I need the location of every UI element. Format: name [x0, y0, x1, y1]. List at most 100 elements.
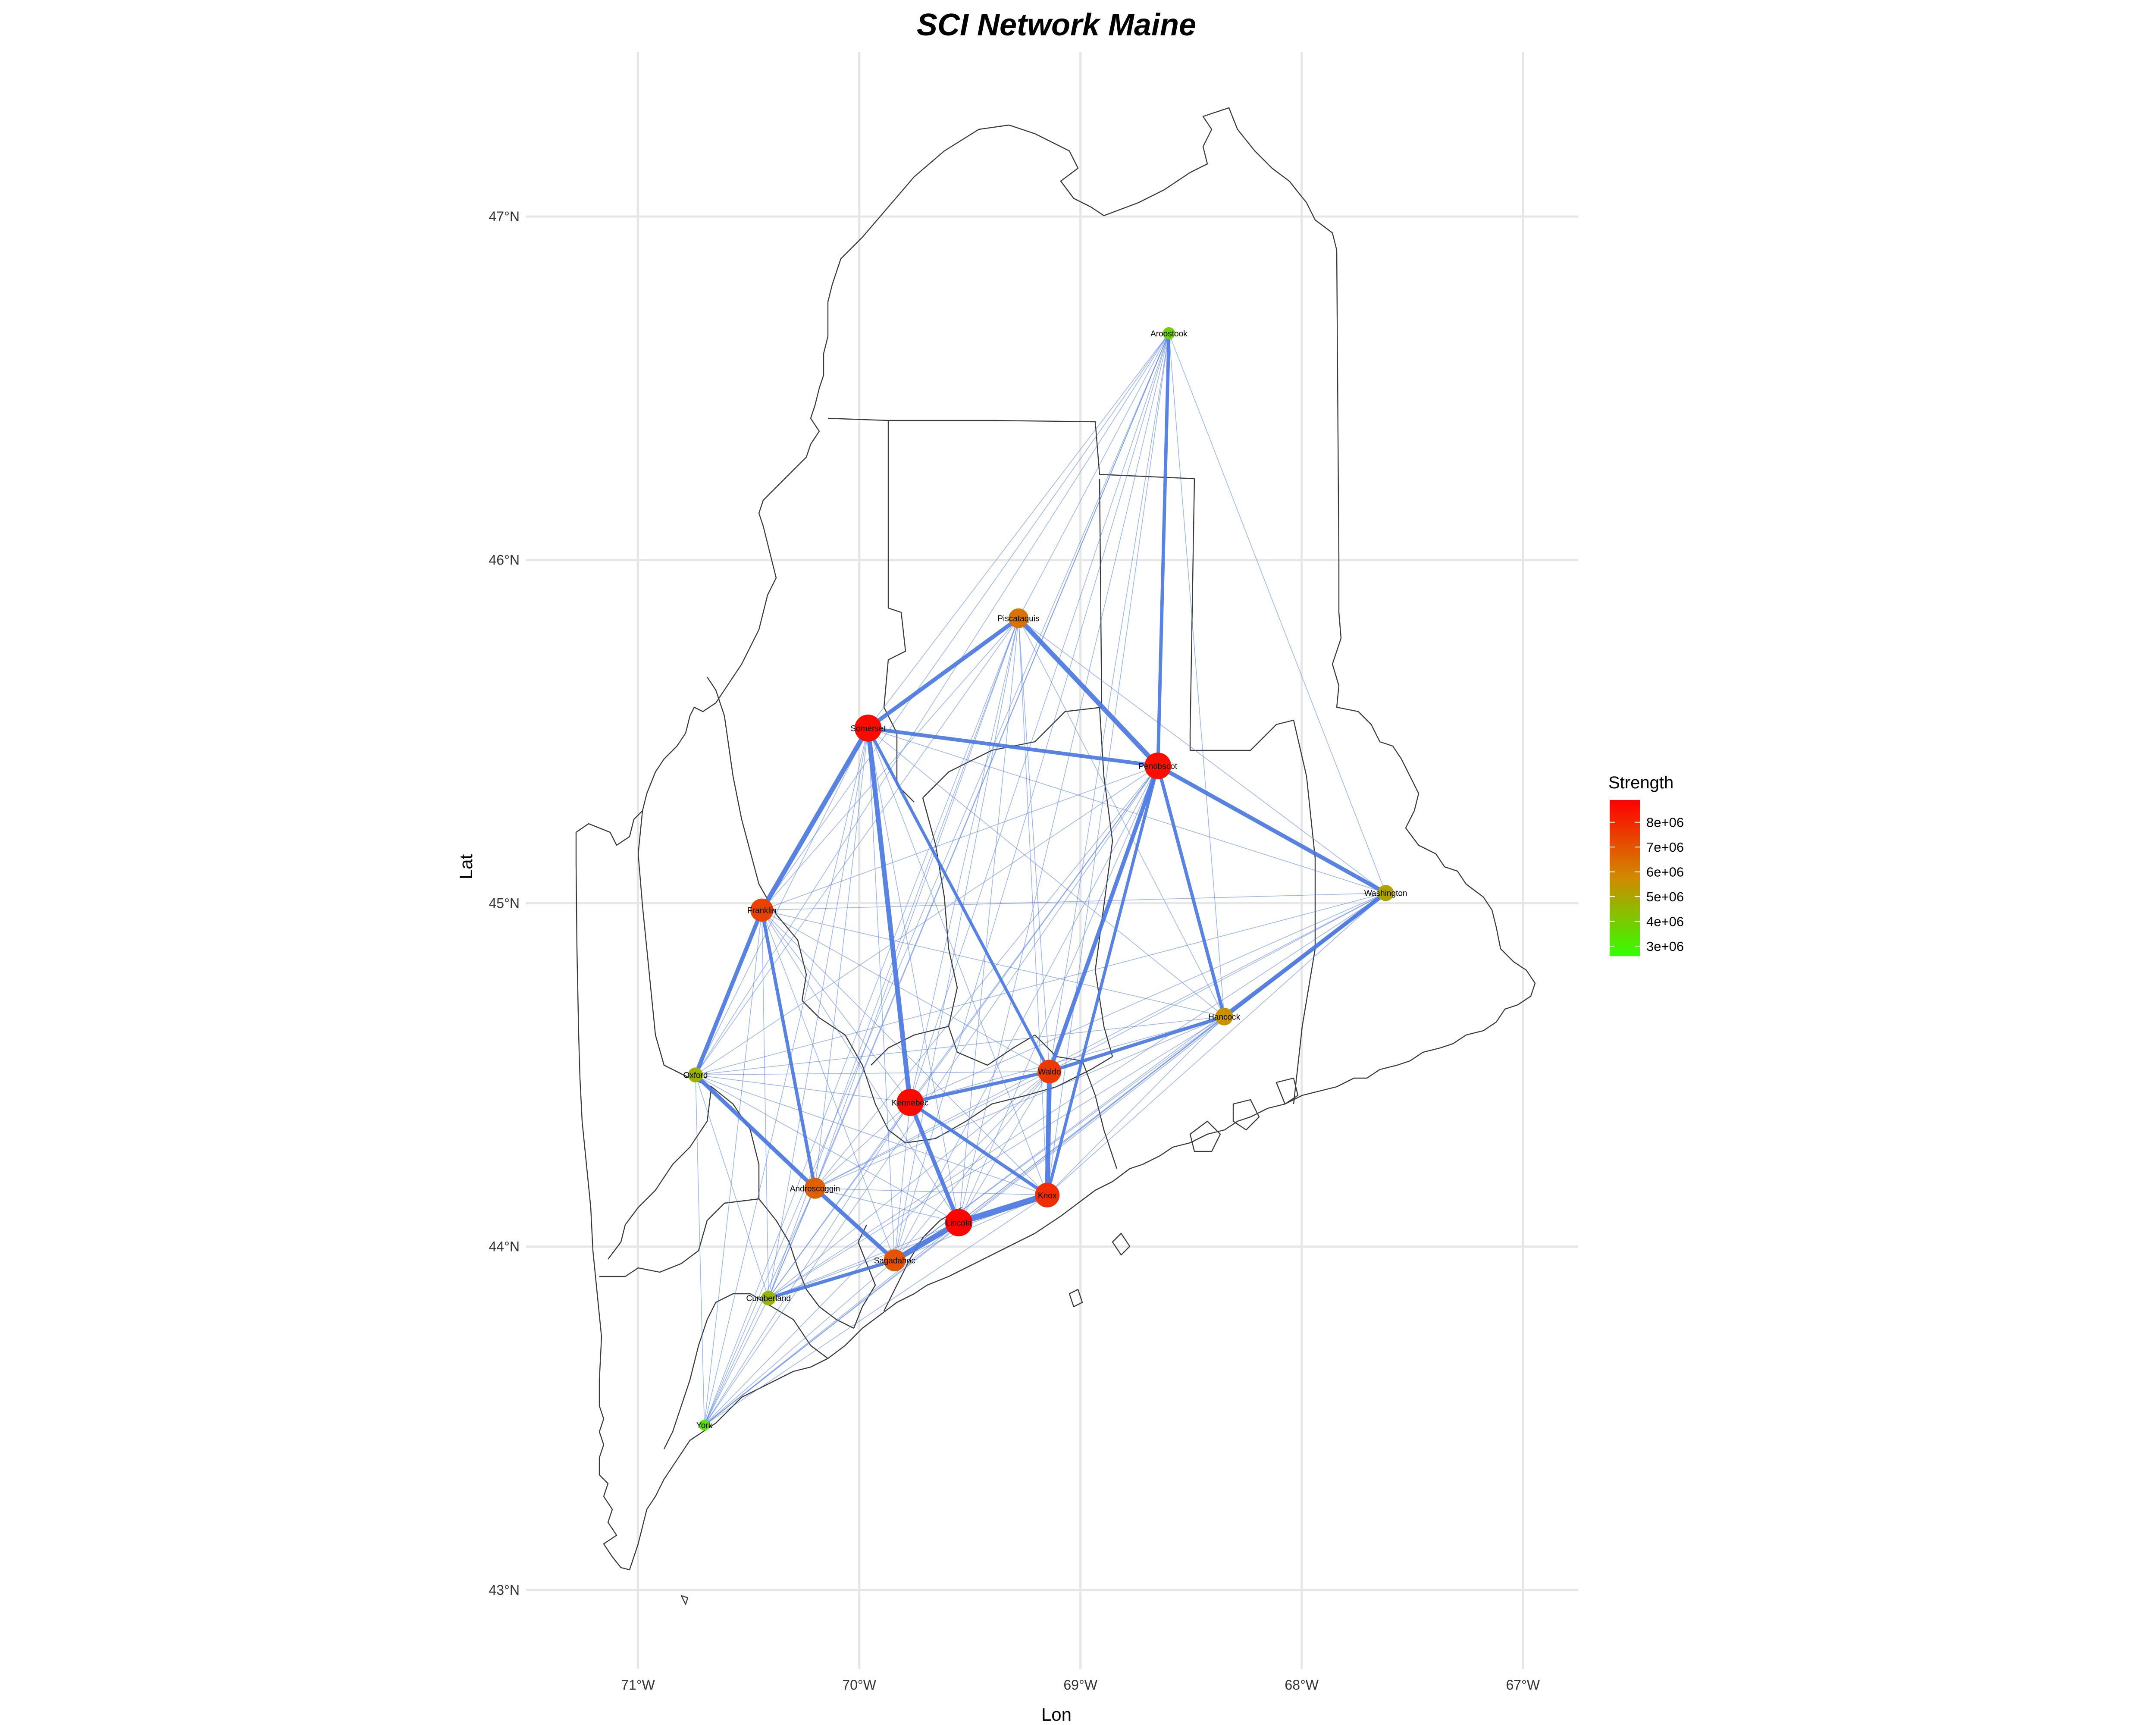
y-tick-label: 43°N: [489, 1582, 520, 1598]
network-edge-strong: [760, 908, 817, 1190]
network-edge: [695, 1074, 959, 1223]
y-tick-label: 44°N: [489, 1239, 520, 1255]
county-line: [758, 1198, 854, 1329]
island: [1232, 1099, 1260, 1131]
node-waldo: [1037, 1060, 1062, 1084]
network-edge: [868, 728, 1225, 1017]
county-line: [853, 1224, 876, 1329]
network-edge: [1018, 618, 1048, 1196]
island: [1112, 1233, 1131, 1256]
network-edges: [693, 331, 1388, 1426]
network-edge: [1047, 1016, 1225, 1196]
network-edge: [1018, 618, 1050, 1072]
network-edge: [704, 1188, 815, 1426]
network-edge: [704, 728, 868, 1426]
network-edge: [815, 892, 1386, 1189]
node-label: Knox: [1038, 1191, 1057, 1200]
county-line: [883, 420, 915, 803]
network-edge: [1047, 892, 1386, 1196]
network-edge: [894, 765, 1159, 1261]
node-label: Lincoln: [946, 1219, 971, 1228]
network-edge: [909, 1016, 1225, 1103]
network-edge: [815, 765, 1159, 1189]
network-edge: [695, 1016, 1225, 1076]
network-edge-strong: [1045, 1069, 1052, 1198]
network-edge: [1169, 333, 1225, 1017]
network-edge: [1049, 892, 1386, 1072]
network-edge: [768, 728, 868, 1298]
network-edge-strong: [908, 1100, 961, 1225]
network-edge: [815, 1188, 959, 1223]
network-edge: [704, 333, 1169, 1426]
network-edge: [695, 333, 1169, 1076]
network-edge: [1047, 333, 1169, 1196]
network-edge: [768, 765, 1159, 1298]
node-label: Penobscot: [1138, 762, 1178, 771]
y-tick-label: 45°N: [489, 896, 520, 911]
legend-title: Strength: [1608, 773, 1673, 792]
network-edge: [761, 910, 769, 1298]
network-edge: [761, 765, 1159, 911]
network-edge-strong: [1047, 764, 1160, 1074]
network-edge: [695, 1074, 911, 1103]
network-edge-strong: [1016, 616, 1160, 768]
legend-tick-label: 6e+06: [1646, 865, 1684, 880]
network-edge: [815, 728, 868, 1189]
network-edge-strong: [866, 726, 1160, 768]
network-edge: [909, 618, 1019, 1103]
x-tick-label: 69°W: [1063, 1677, 1097, 1693]
network-edge: [695, 1074, 705, 1426]
network-edge-strong: [759, 725, 871, 913]
network-edge: [894, 333, 1169, 1261]
network-edge: [958, 1071, 1050, 1223]
legend-colorbar: [1610, 800, 1640, 956]
network-edge: [815, 1102, 911, 1189]
node-label: Kennebec: [892, 1098, 929, 1107]
network-edge-strong: [1156, 764, 1226, 1019]
county-line: [608, 1086, 712, 1260]
county-line: [1034, 1035, 1118, 1169]
node-label: York: [696, 1421, 713, 1430]
x-tick-label: 71°W: [621, 1677, 655, 1693]
node-piscataquis: [1009, 608, 1028, 628]
network-edge: [894, 1102, 911, 1261]
network-edge: [909, 333, 1169, 1103]
chart-title: SCI Network Maine: [917, 8, 1196, 42]
network-edge: [695, 1074, 769, 1298]
network-edge: [815, 1071, 1050, 1189]
network-edge: [695, 728, 868, 1076]
network-edge: [894, 1071, 1050, 1261]
network-edge-strong: [693, 908, 764, 1077]
network-edge: [768, 1016, 1225, 1298]
node-aroostook: [1163, 327, 1175, 340]
network-edge-strong: [908, 1070, 1051, 1104]
network-edge: [704, 765, 1159, 1426]
node-label: Washington: [1364, 889, 1407, 898]
legend-tick-label: 4e+06: [1646, 914, 1684, 929]
network-edge-strong: [866, 726, 1051, 1073]
network-edge: [695, 1074, 1048, 1196]
network-edge: [761, 892, 1386, 911]
network-edge: [761, 333, 1169, 911]
x-tick-label: 67°W: [1506, 1677, 1540, 1693]
network-edge-strong: [693, 1073, 817, 1191]
network-edge-strong: [866, 616, 1021, 731]
node-label: Aroostook: [1150, 329, 1188, 339]
node-york: [699, 1420, 710, 1431]
node-penobscot: [1144, 753, 1172, 780]
node-sagadahoc: [884, 1249, 906, 1271]
y-axis-title: Lat: [456, 854, 476, 879]
network-edge: [868, 333, 1169, 729]
node-label: Cumberland: [746, 1294, 791, 1303]
county-line: [599, 810, 760, 1277]
network-edge: [704, 1102, 911, 1426]
y-tick-label: 47°N: [489, 209, 520, 224]
strength-legend: Strength 8e+06 7e+06 6e+06 5e+06 4e+06 3e+06: [1608, 773, 1684, 956]
network-edge: [761, 910, 1050, 1072]
grid-lines: [526, 52, 1578, 1669]
network-edge: [695, 765, 1159, 1076]
network-edge: [704, 1260, 895, 1426]
county-line: [707, 677, 807, 1001]
county-line: [1189, 719, 1316, 1104]
state-outline: [575, 107, 1536, 1571]
